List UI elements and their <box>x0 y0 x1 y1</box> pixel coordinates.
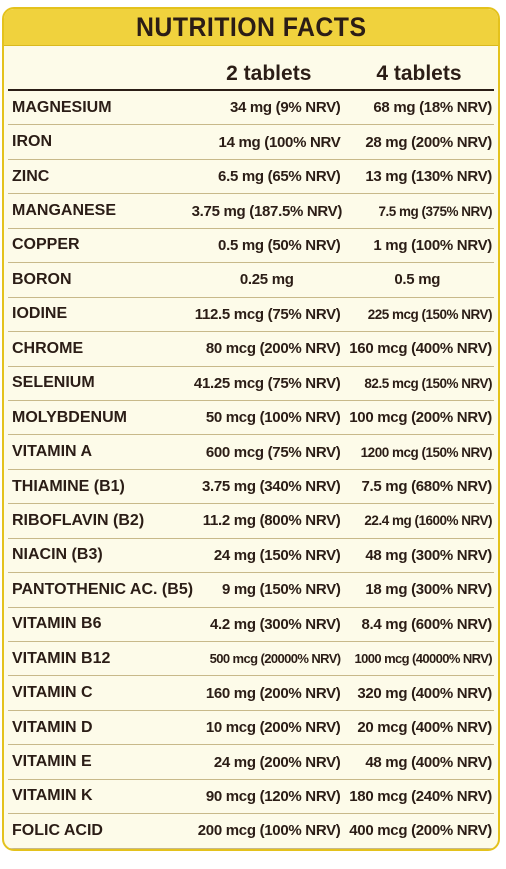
nutrient-name: COPPER <box>12 236 80 254</box>
table-row: RIBOFLAVIN (B2) 11.2 mg (800% NRV) 22.4 mg… <box>8 504 494 539</box>
column-header-2-tablets: 2 tablets <box>226 62 312 85</box>
table-row: VITAMIN B6 4.2 mg (300% NRV) 8.4 mg (600% … <box>8 608 494 642</box>
table-row: VITAMIN K 90 mcg (120% NRV) 180 mcg (240% … <box>8 780 494 815</box>
dose-4-tablets: 160 mcg (400% NRV) <box>349 340 492 358</box>
dose-2-tablets: 4.2 mg (300% NRV) <box>209 615 341 633</box>
table-row: VITAMIN A 600 mcg (75% NRV) 1200 mcg (150%… <box>8 435 494 470</box>
dose-4-tablets: 18 mg (300% NRV) <box>365 581 492 599</box>
dose-4-tablets: 13 mg (130% NRV) <box>365 168 492 186</box>
dose-2-tablets: 41.25 mcg (75% NRV) <box>193 374 341 392</box>
dose-2-tablets: 500 mcg (20000% NRV) <box>209 651 341 667</box>
dose-4-tablets: 82.5 mcg (150% NRV) <box>364 375 492 391</box>
table-row: PANTOTHENIC AC. (B5) 9 mg (150% NRV) 18 mg… <box>8 573 494 608</box>
nutrient-name: VITAMIN K <box>12 787 93 805</box>
title-bar: NUTRITION FACTS <box>4 9 498 46</box>
nutrient-name: MANGANESE <box>12 202 117 220</box>
dose-2-tablets: 200 mcg (100% NRV) <box>197 822 341 840</box>
dose-2-tablets: 10 mcg (200% NRV) <box>205 719 341 737</box>
table-row: COPPER 0.5 mg (50% NRV) 1 mg (100% NRV) <box>8 229 494 264</box>
dose-2-tablets: 14 mg (100% NRV <box>218 133 341 151</box>
table-row: NIACIN (B3) 24 mg (150% NRV) 48 mg (300% N… <box>8 539 494 574</box>
dose-4-tablets: 68 mg (18% NRV) <box>373 99 492 117</box>
nutrient-name: RIBOFLAVIN (B2) <box>12 511 145 529</box>
nutrient-name: MAGNESIUM <box>12 98 112 116</box>
dose-2-tablets: 24 mg (200% NRV) <box>213 753 341 771</box>
dose-4-tablets: 100 mcg (200% NRV) <box>349 409 492 427</box>
nutrient-name: FOLIC ACID <box>12 821 103 839</box>
nutrient-table: MAGNESIUM 34 mg (9% NRV) 68 mg (18% NRV) IR… <box>8 91 494 850</box>
table-row: ZINC 6.5 mg (65% NRV) 13 mg (130% NRV) <box>8 160 494 195</box>
nutrient-name: ZINC <box>12 167 50 185</box>
table-row: VITAMIN D 10 mcg (200% NRV) 20 mcg (400% N… <box>8 711 494 746</box>
nutrient-name: VITAMIN C <box>12 684 93 702</box>
nutrient-name: THIAMINE (B1) <box>12 477 125 495</box>
nutrition-facts-panel: NUTRITION FACTS 2 tablets 4 tablets MAGN… <box>2 7 500 851</box>
nutrient-name: BORON <box>12 270 72 288</box>
dose-4-tablets: 48 mg (300% NRV) <box>365 546 492 564</box>
dose-2-tablets: 0.5 mg (50% NRV) <box>218 236 341 254</box>
dose-4-tablets: 7.5 mg (375% NRV) <box>378 203 492 219</box>
nutrient-name: CHROME <box>12 339 84 357</box>
dose-2-tablets: 3.75 mg (340% NRV) <box>201 478 341 496</box>
dose-2-tablets: 600 mcg (75% NRV) <box>205 443 341 461</box>
table-row: FOLIC ACID 200 mcg (100% NRV) 400 mcg (200… <box>8 814 494 849</box>
table-row: CHROME 80 mcg (200% NRV) 160 mcg (400% NRV… <box>8 332 494 367</box>
nutrient-name: IODINE <box>12 305 68 323</box>
dose-4-tablets: 1000 mcg (40000% NRV) <box>354 651 493 667</box>
page-title: NUTRITION FACTS <box>135 11 367 42</box>
table-row: IRON 14 mg (100% NRV 28 mg (200% NRV) <box>8 125 494 160</box>
dose-4-tablets: 22.4 mg (1600% NRV) <box>364 513 492 529</box>
nutrient-name: VITAMIN B6 <box>12 615 102 633</box>
dose-4-tablets: 1 mg (100% NRV) <box>373 236 492 254</box>
table-row: VITAMIN E 24 mg (200% NRV) 48 mg (400% NRV… <box>8 745 494 780</box>
nutrient-name: NIACIN (B3) <box>12 546 103 564</box>
dose-2-tablets: 0.25 mg <box>239 271 294 289</box>
table-row: MAGNESIUM 34 mg (9% NRV) 68 mg (18% NRV) <box>8 91 494 126</box>
nutrient-name: VITAMIN A <box>12 443 92 461</box>
dose-2-tablets: 11.2 mg (800% NRV) <box>202 512 341 530</box>
table-row: SELENIUM 41.25 mcg (75% NRV) 82.5 mcg (150… <box>8 367 494 401</box>
nutrient-name: PANTOTHENIC AC. (B5) <box>12 580 194 598</box>
dose-2-tablets: 3.75 mg (187.5% NRV) <box>191 202 343 220</box>
dose-4-tablets: 48 mg (400% NRV) <box>365 753 492 771</box>
nutrient-name: VITAMIN D <box>12 718 93 736</box>
dose-4-tablets: 0.5 mg <box>394 271 441 289</box>
dose-2-tablets: 160 mg (200% NRV) <box>205 684 341 702</box>
dose-2-tablets: 90 mcg (120% NRV) <box>205 787 341 805</box>
dose-4-tablets: 1200 mcg (150% NRV) <box>360 444 493 460</box>
column-header-row: 2 tablets 4 tablets <box>8 46 494 91</box>
table-row: VITAMIN B12 500 mcg (20000% NRV) 1000 mcg … <box>8 642 494 677</box>
dose-2-tablets: 9 mg (150% NRV) <box>221 581 341 599</box>
table-row: VITAMIN C 160 mg (200% NRV) 320 mg (400% N… <box>8 676 494 711</box>
dose-4-tablets: 320 mg (400% NRV) <box>357 684 492 702</box>
nutrient-name: MOLYBDENUM <box>12 408 127 426</box>
nutrient-name: SELENIUM <box>12 374 95 392</box>
dose-4-tablets: 225 mcg (150% NRV) <box>367 306 493 322</box>
nutrient-name: IRON <box>12 133 52 151</box>
dose-2-tablets: 6.5 mg (65% NRV) <box>218 168 341 186</box>
table-row: IODINE 112.5 mcg (75% NRV) 225 mcg (150% N… <box>8 298 494 333</box>
nutrient-name: VITAMIN E <box>12 753 92 771</box>
dose-2-tablets: 80 mcg (200% NRV) <box>205 340 341 358</box>
nutrient-name: VITAMIN B12 <box>12 649 111 667</box>
table-row: BORON 0.25 mg 0.5 mg <box>8 263 494 298</box>
dose-4-tablets: 20 mcg (400% NRV) <box>357 719 492 737</box>
dose-2-tablets: 24 mg (150% NRV) <box>213 546 341 564</box>
dose-2-tablets: 50 mcg (100% NRV) <box>205 409 341 427</box>
dose-4-tablets: 180 mcg (240% NRV) <box>349 787 492 805</box>
dose-2-tablets: 112.5 mcg (75% NRV) <box>194 305 341 323</box>
dose-4-tablets: 7.5 mg (680% NRV) <box>361 478 492 496</box>
table-row: MOLYBDENUM 50 mcg (100% NRV) 100 mcg (200%… <box>8 401 494 436</box>
dose-2-tablets: 34 mg (9% NRV) <box>229 99 341 117</box>
table-row: MANGANESE 3.75 mg (187.5% NRV) 7.5 mg (375… <box>8 194 494 229</box>
column-header-4-tablets: 4 tablets <box>376 62 462 85</box>
dose-4-tablets: 8.4 mg (600% NRV) <box>361 615 492 633</box>
dose-4-tablets: 400 mcg (200% NRV) <box>349 822 492 840</box>
dose-4-tablets: 28 mg (200% NRV) <box>365 133 492 151</box>
table-row: THIAMINE (B1) 3.75 mg (340% NRV) 7.5 mg (6… <box>8 470 494 505</box>
table-row: BIOTIN200 mcg (400% NRV)400 mcg (800% NR… <box>8 849 494 850</box>
